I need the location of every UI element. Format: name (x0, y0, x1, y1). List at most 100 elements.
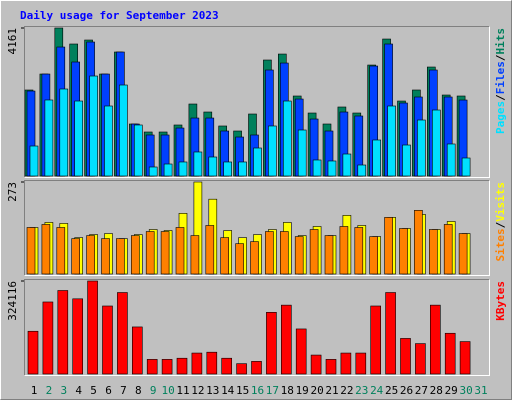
bar (355, 352, 367, 375)
legend: Sites/Visits (494, 182, 507, 262)
bar (325, 359, 337, 375)
x-tick-label: 23 (355, 384, 368, 397)
bar (72, 298, 83, 375)
bar (206, 351, 218, 375)
bar (428, 229, 438, 275)
bar (295, 328, 307, 375)
bar (279, 231, 289, 275)
bar (415, 343, 426, 375)
bar (324, 235, 334, 275)
x-tick-label: 19 (296, 384, 309, 397)
legend-separator: / (494, 54, 507, 61)
bar (57, 290, 69, 375)
x-tick-label: 26 (400, 384, 413, 397)
bar (402, 144, 411, 177)
bar (41, 224, 51, 275)
bar (251, 361, 262, 375)
bar (443, 224, 453, 275)
bar (340, 352, 352, 375)
x-tick-label: 30 (459, 384, 472, 397)
bar (134, 124, 143, 177)
bar (265, 231, 274, 275)
bar (461, 157, 471, 177)
legend: Pages/Files/Hits (494, 28, 507, 134)
bar (417, 119, 426, 177)
bar (372, 139, 382, 177)
bar (235, 243, 244, 275)
bar (297, 129, 307, 177)
bar (429, 304, 441, 375)
bar (250, 241, 259, 275)
bar (280, 304, 292, 375)
bar (385, 292, 396, 375)
bar (71, 238, 80, 275)
panel-border-dark (24, 279, 490, 376)
bar (444, 332, 456, 375)
bar (56, 227, 66, 275)
bar (74, 100, 83, 177)
legend-entry: Pages (494, 101, 507, 134)
bar (236, 363, 247, 375)
bar (221, 357, 232, 375)
bar (205, 225, 215, 275)
bar (26, 227, 36, 275)
bar (414, 210, 423, 275)
x-tick-label: 4 (75, 384, 82, 397)
bar (327, 160, 337, 177)
x-tick-label: 11 (176, 384, 189, 397)
bar (160, 231, 170, 275)
bar (399, 228, 408, 275)
bar (102, 305, 113, 375)
x-tick-label: 2 (46, 384, 53, 397)
x-tick-label: 31 (474, 384, 487, 397)
y-tick-label: 4161 (6, 28, 19, 55)
bar (163, 163, 173, 177)
bar (176, 357, 188, 375)
x-tick-label: 15 (236, 384, 249, 397)
x-tick-label: 17 (266, 384, 279, 397)
x-tick-label: 12 (191, 384, 204, 397)
legend-separator: / (494, 221, 507, 228)
bar (119, 84, 128, 177)
bar (44, 99, 54, 177)
bar (339, 226, 349, 275)
bar (357, 164, 367, 177)
bar (369, 236, 379, 275)
x-tick-label: 3 (60, 384, 67, 397)
bar (387, 105, 396, 177)
x-tick-label: 13 (206, 384, 219, 397)
bar (268, 125, 277, 177)
legend-entry: KBytes (494, 281, 507, 321)
bar (312, 159, 322, 177)
chart-title: Daily usage for September 2023 (20, 9, 219, 22)
bar (161, 359, 173, 375)
x-tick-label: 6 (105, 384, 112, 397)
bar (131, 235, 140, 275)
bar (431, 109, 441, 177)
panel-border-light (24, 180, 490, 276)
panel-border-light (24, 279, 490, 376)
bar (223, 161, 232, 177)
x-tick-label: 22 (340, 384, 353, 397)
bar (310, 354, 322, 375)
x-tick-label: 16 (251, 384, 264, 397)
legend-entry: Sites (494, 228, 507, 261)
bar (175, 227, 185, 275)
bar (148, 166, 158, 177)
bar (87, 280, 98, 375)
bar (146, 359, 158, 375)
bar (266, 312, 277, 375)
bar (191, 352, 203, 375)
bar (29, 145, 39, 177)
bar (354, 227, 364, 275)
y-tick-label: 324116 (6, 281, 19, 321)
bar (220, 237, 229, 275)
bar (178, 161, 188, 177)
bar (370, 305, 382, 375)
bar (86, 235, 95, 275)
bar (446, 143, 456, 177)
bar (59, 88, 69, 177)
bar (458, 233, 468, 275)
legend-entry: Visits (494, 182, 507, 222)
